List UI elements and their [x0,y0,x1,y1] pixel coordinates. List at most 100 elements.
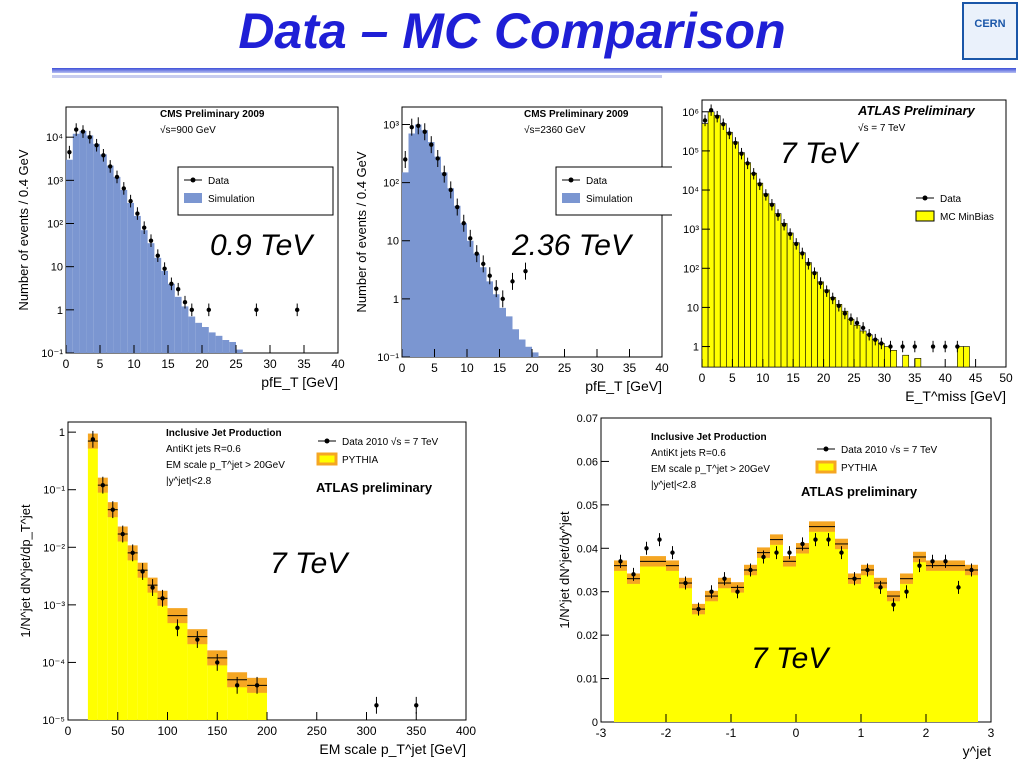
histogram-bar [853,324,861,368]
x-tick-label: 1 [858,726,865,740]
data-point [696,606,701,612]
data-point [644,546,649,551]
y-tick-label: 0.02 [577,630,598,642]
chart-atlas-jet-pt: 0 50 100 150 200 250 300 350 400 10⁻⁵ 10⁻⁴ 10⁻³ 10⁻²… [18,421,476,757]
histogram-bar [486,281,493,357]
header-line: |y^jet|<2.8 [651,480,697,491]
y-tick-label: 10 [51,262,63,274]
data-point [254,683,260,688]
data-point [873,337,878,342]
header-line: AntiKt jets R=0.6 [651,448,726,459]
histogram-bar [848,578,861,722]
histogram-bar [713,115,721,368]
histogram-bar [161,270,168,353]
data-point [956,585,961,590]
chart-panel-atlas-jet-pt: 0 50 100 150 200 250 300 350 400 10⁻⁵ 10⁻⁴ 10⁻³ 10⁻²… [12,408,490,764]
data-point [748,567,753,573]
histogram-bar [473,253,480,357]
data-point [854,320,860,326]
data-point [839,550,844,555]
data-point [416,123,421,128]
data-point [523,268,528,274]
data-point [487,273,492,278]
chart-panel-atlas-jet-y: -3 -2 -1 0 1 2 3 0 0.01 0.02 0.03 0.04 0.05 0.06 0.07 y… [555,410,995,766]
legend-sim-label: PYTHIA [342,455,378,466]
data-point [774,550,779,555]
histogram-bar [415,124,422,357]
histogram-bar [627,578,640,722]
data-point [414,703,419,708]
data-point [114,174,120,180]
histogram-bar [887,596,900,722]
histogram-bar [719,123,727,368]
cern-logo-icon: CERN [962,2,1018,60]
histogram-bar [147,585,158,720]
histogram-bar [796,548,809,722]
data-point [702,118,708,123]
data-point [160,596,165,601]
histogram-bar [227,679,248,720]
x-tick-label: 30 [590,361,604,375]
histogram-bar [188,316,196,353]
data-point [735,589,740,594]
header-line: CMS Preliminary 2009 [160,109,265,120]
data-point [670,550,675,555]
data-point [90,437,96,442]
histogram-bar [792,242,800,368]
legend-data-dot [190,177,196,183]
data-point [130,550,135,556]
data-point [818,280,823,286]
data-point [812,270,817,276]
data-point [74,127,79,132]
y-axis-label: 1/N^jet dN^jet/dp_T^jet [18,504,33,638]
data-point [757,182,762,187]
data-point [769,202,775,207]
header-line: √s=900 GeV [160,124,216,136]
histogram-bar [731,587,744,722]
y-tick-label: 10⁻¹ [377,352,399,364]
histogram-bar [701,123,709,368]
header-line: √s = 7 TeV [858,122,906,134]
histogram-bar [215,335,223,353]
histogram-bar [900,578,913,722]
histogram-bar [770,539,783,722]
x-tick-label: 50 [999,371,1013,385]
y-tick-label: 0.06 [577,456,598,468]
x-tick-label: 0 [65,724,72,738]
x-tick-label: 0 [699,371,706,385]
y-tick-label: 10⁻⁴ [42,657,65,669]
data-point [155,253,160,258]
x-tick-label: 0 [63,357,70,371]
title-underline-secondary [52,75,662,78]
data-point [101,153,106,158]
legend-sim-label: Simulation [586,194,633,205]
y-tick-label: 0.01 [577,674,598,686]
x-tick-label: 40 [331,357,345,371]
x-tick-label: 20 [195,357,209,371]
histogram-bar [926,565,939,722]
histogram-bar [434,156,441,357]
x-tick-label: 50 [111,724,125,738]
histogram-bar [756,182,764,368]
y-axis-label: Number of events / 0.4 GeV [354,151,369,312]
x-tick-label: 3 [988,726,995,740]
data-point [969,567,974,573]
header-line: CMS Preliminary 2009 [524,109,629,120]
histogram-bar [835,543,848,722]
histogram-bar [79,130,87,353]
legend-data-label: Data 2010 √s = 7 TeV [841,444,938,456]
histogram-bar [168,283,175,353]
energy-label: 7 TeV [780,137,860,170]
histogram-bar [692,609,705,722]
histogram-bar [640,561,666,722]
x-tick-label: 5 [729,371,736,385]
x-tick-label: 15 [787,371,801,385]
histogram-bar [113,176,121,353]
data-point [657,537,662,542]
data-point [422,129,427,134]
histogram-bar [181,306,189,353]
data-point [176,287,181,292]
data-point [879,341,884,346]
histogram-bar [774,213,782,368]
x-tick-label: 30 [878,371,892,385]
